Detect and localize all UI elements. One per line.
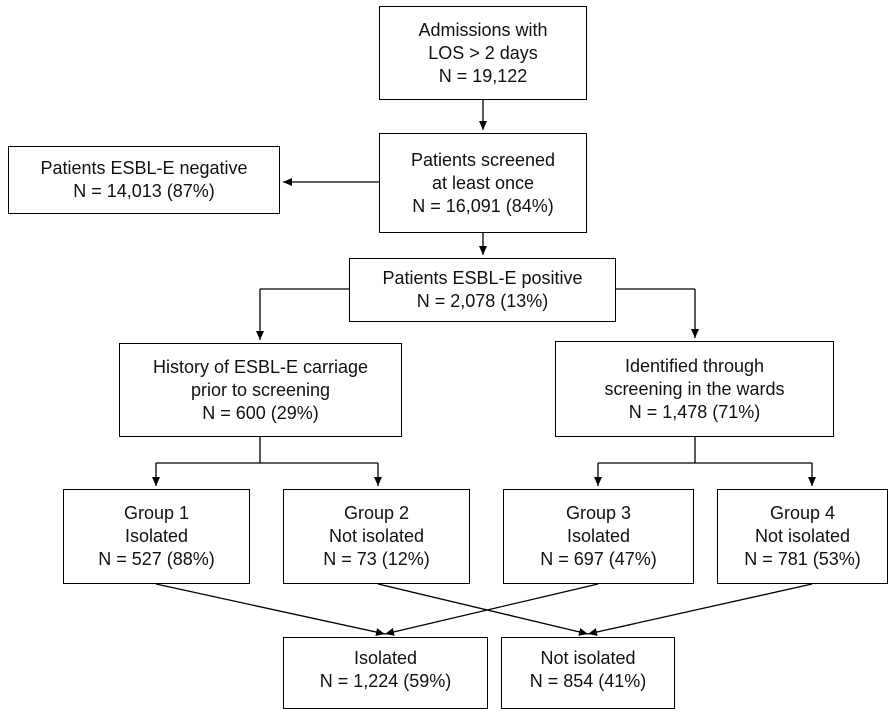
identified-box: Identified through screening in the ward… — [555, 341, 834, 437]
admissions-box: Admissions with LOS > 2 days N = 19,122 — [379, 6, 587, 100]
not-isolated-line-2: N = 854 (41%) — [529, 671, 647, 691]
not-isolated-box: Not isolated N = 854 (41%) — [501, 637, 675, 709]
group4-box: Group 4 Not isolated N = 781 (53%) — [717, 489, 888, 584]
positive-line-2: N = 2,078 (13%) — [416, 291, 549, 311]
group4-line-2: Not isolated — [754, 526, 851, 546]
isolated-box: Isolated N = 1,224 (59%) — [283, 637, 488, 709]
identified-line-2: screening in the wards — [604, 378, 785, 399]
identified-line-1: Identified through — [624, 355, 765, 376]
group2-line-2: Not isolated — [328, 526, 425, 546]
negative-line-2: N = 14,013 (87%) — [73, 181, 215, 201]
arrow-group2-to-not-isolated — [377, 583, 589, 636]
group1-line-2: Isolated — [124, 526, 189, 546]
positive-line-1: Patients ESBL-E positive — [382, 268, 583, 288]
not-isolated-line-1: Not isolated — [540, 648, 636, 668]
history-line-3: N = 600 (29%) — [202, 402, 319, 423]
group2-box: Group 2 Not isolated N = 73 (12%) — [283, 489, 470, 584]
history-line-1: History of ESBL-E carriage — [152, 356, 369, 377]
group1-line-3: N = 527 (88%) — [98, 549, 215, 569]
group3-line-3: N = 697 (47%) — [540, 549, 657, 569]
group3-line-1: Group 3 — [565, 503, 632, 523]
group1-box: Group 1 Isolated N = 527 (88%) — [63, 489, 250, 584]
group4-line-3: N = 781 (53%) — [744, 549, 861, 569]
identified-line-3: N = 1,478 (71%) — [628, 401, 761, 422]
isolated-line-2: N = 1,224 (59%) — [319, 671, 452, 691]
arrow-group1-to-isolated — [155, 583, 386, 636]
group2-line-3: N = 73 (12%) — [323, 549, 430, 569]
admissions-line-2: LOS > 2 days — [428, 42, 538, 63]
admissions-line-3: N = 19,122 — [438, 65, 528, 86]
history-line-2: prior to screening — [190, 379, 331, 400]
screened-line-2: at least once — [431, 172, 535, 193]
isolated-line-1: Isolated — [353, 648, 418, 668]
arrow-group3-to-isolated — [384, 583, 599, 636]
screened-box: Patients screened at least once N = 16,0… — [379, 133, 587, 233]
admissions-line-1: Admissions with — [418, 19, 548, 40]
group3-line-2: Isolated — [566, 526, 631, 546]
history-box: History of ESBL-E carriage prior to scre… — [119, 343, 402, 437]
negative-line-1: Patients ESBL-E negative — [40, 158, 248, 178]
positive-box: Patients ESBL-E positive N = 2,078 (13%) — [349, 258, 616, 322]
screened-line-3: N = 16,091 (84%) — [412, 195, 554, 216]
group1-line-1: Group 1 — [123, 503, 190, 523]
negative-box: Patients ESBL-E negative N = 14,013 (87%… — [8, 146, 280, 214]
screened-line-1: Patients screened — [410, 149, 556, 170]
group2-line-1: Group 2 — [343, 503, 410, 523]
group3-box: Group 3 Isolated N = 697 (47%) — [503, 489, 694, 584]
group4-line-1: Group 4 — [769, 503, 836, 523]
arrow-group4-to-not-isolated — [587, 583, 813, 636]
